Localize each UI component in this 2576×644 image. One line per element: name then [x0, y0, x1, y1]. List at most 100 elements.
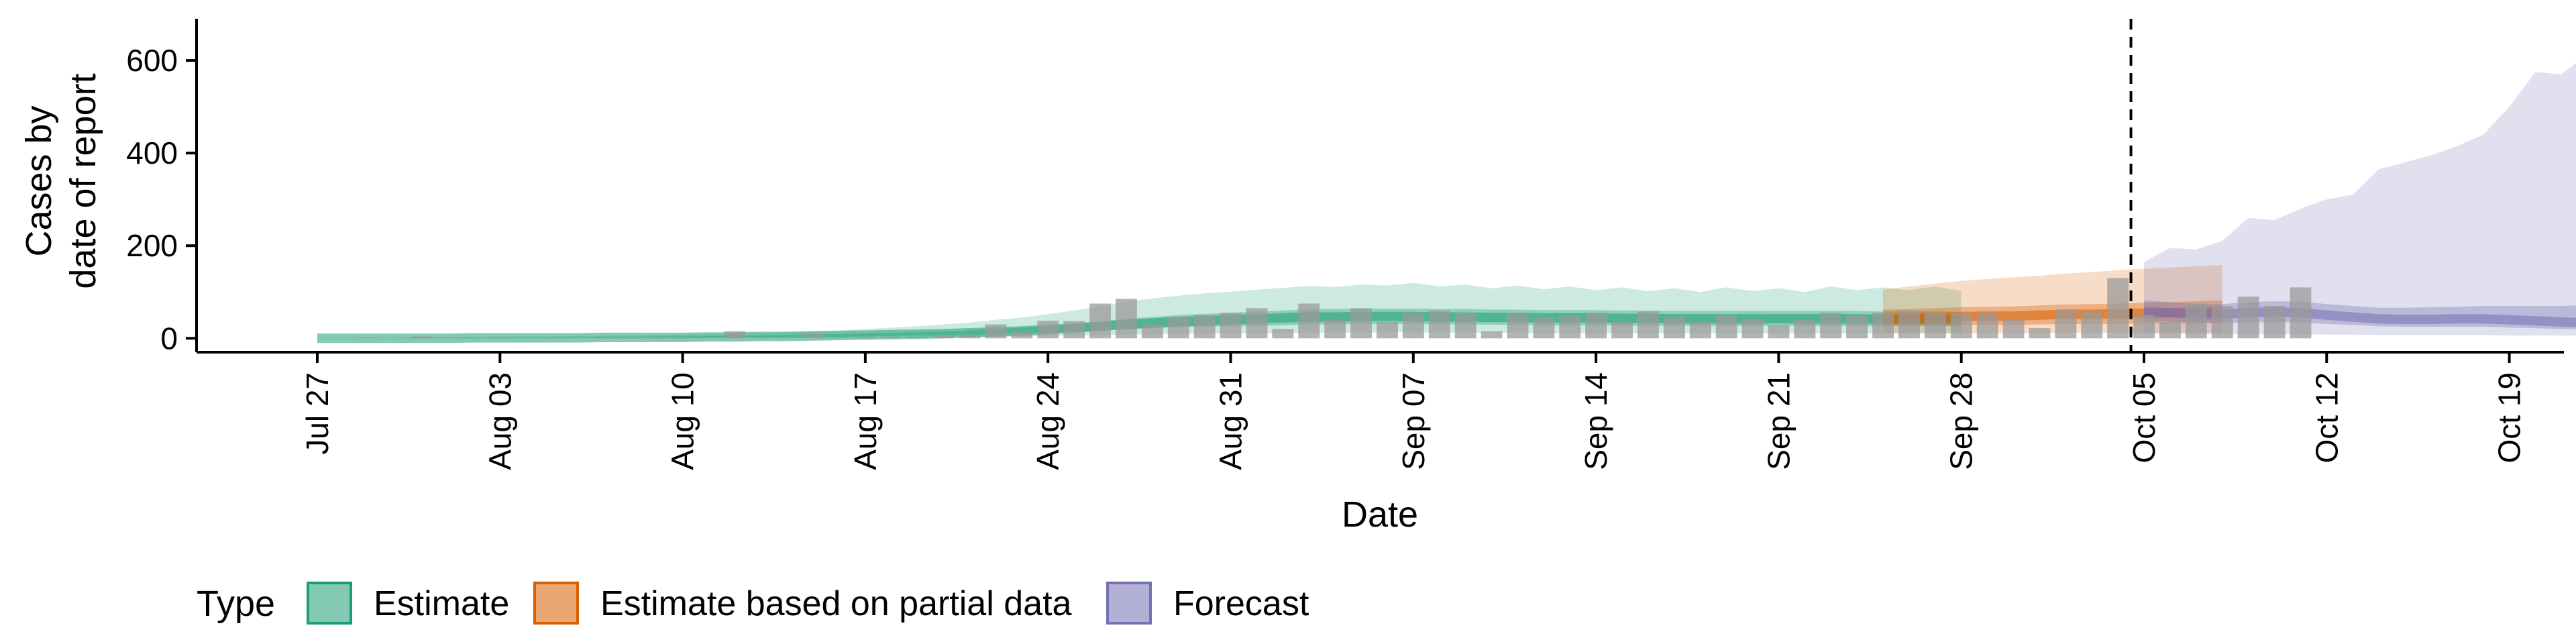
reported-case-bar [1481, 331, 1503, 339]
legend-label-forecast: Forecast [1173, 584, 1309, 623]
reported-case-bar [2159, 322, 2181, 339]
reported-case-bar [2133, 315, 2155, 339]
reported-case-bar [1846, 315, 1868, 339]
reported-case-bar [411, 336, 433, 339]
uncertainty-bands [317, 62, 2576, 343]
reported-case-bar [1220, 313, 1242, 339]
x-tick-label: Jul 27 [300, 372, 335, 455]
reported-case-bar [1585, 313, 1607, 339]
legend: Type Estimate Estimate based on partial … [197, 582, 1309, 625]
reported-case-bar [1507, 313, 1529, 339]
reported-case-bar [1820, 313, 1842, 339]
reported-case-bar [1037, 321, 1059, 339]
legend-title: Type [197, 584, 275, 624]
reported-case-bar [1246, 308, 1268, 339]
y-tick-label: 400 [126, 136, 178, 170]
x-tick-label: Aug 17 [848, 372, 883, 470]
x-tick-label: Sep 07 [1396, 372, 1431, 470]
reported-case-bar [1089, 303, 1111, 339]
reported-case-bar [1950, 313, 1972, 339]
legend-label-estimate: Estimate [374, 584, 509, 623]
reported-case-bar [1794, 319, 1816, 339]
reported-case-bar [1350, 308, 1372, 339]
reported-case-bar [802, 333, 824, 339]
reported-case-bar [619, 337, 641, 339]
reported-case-bar [1715, 315, 1737, 339]
axis-ticks: 0 200 400 600 Jul 27 Aug 03 Aug 10 Aug 17 Aug 24… [126, 43, 2526, 470]
reported-case-bar [1063, 321, 1085, 339]
reported-case-bar [1298, 303, 1320, 339]
legend-swatch-estimate [307, 582, 352, 625]
x-tick-label: Sep 21 [1761, 372, 1796, 470]
reported-case-bar [2081, 311, 2103, 339]
reported-case-bar [1272, 329, 1294, 339]
y-axis-title-line-1: Cases by [19, 105, 59, 256]
x-tick-label: Aug 24 [1030, 372, 1065, 470]
reported-case-bar [358, 337, 380, 339]
reported-case-bar [880, 336, 902, 339]
reported-case-bar [489, 337, 511, 339]
estimate-median-line [317, 311, 1962, 343]
estimate-band-90 [317, 282, 1962, 339]
x-tick-label: Oct 12 [2309, 372, 2344, 464]
reported-case-bar [1193, 315, 1216, 339]
reported-case-bar [1141, 324, 1163, 339]
reported-case-bar [1533, 317, 1555, 339]
reported-case-bar [1377, 322, 1398, 339]
reported-case-bar [1638, 311, 1659, 339]
reported-case-bar [1454, 313, 1477, 339]
reported-case-bar [750, 337, 772, 339]
reported-case-bar [1976, 313, 1998, 339]
reported-case-bar [2055, 309, 2077, 339]
x-tick-label: Oct 05 [2127, 372, 2161, 464]
reported-case-bar [724, 331, 746, 339]
reported-case-bar [698, 337, 720, 339]
x-tick-label: Oct 19 [2492, 372, 2527, 464]
reported-case-bar [1741, 319, 1764, 339]
reported-case-bar [1559, 315, 1581, 339]
reported-case-bars [358, 278, 2312, 339]
reported-case-bar [437, 337, 459, 339]
forecast-band-90 [2144, 62, 2576, 336]
reported-case-bar [2237, 297, 2259, 339]
reported-case-bar [1768, 325, 1790, 339]
reported-case-bar [1898, 310, 1920, 339]
reported-case-bar [672, 337, 694, 339]
reported-case-bar [1611, 322, 1633, 339]
x-tick-label: Aug 10 [665, 372, 700, 470]
x-tick-label: Sep 14 [1578, 372, 1613, 470]
legend-swatch-partial [533, 582, 579, 625]
x-axis-title: Date [1342, 494, 1418, 535]
reported-case-bar [2002, 319, 2025, 339]
reported-case-bar [2029, 328, 2051, 339]
reported-case-bar [1689, 322, 1711, 339]
reported-case-bar [1011, 331, 1033, 339]
reported-case-bar [1663, 317, 1685, 339]
reported-case-bar [2185, 303, 2207, 339]
reported-case-bar [855, 337, 876, 339]
legend-label-partial: Estimate based on partial data [600, 584, 1072, 623]
y-tick-label: 0 [160, 321, 178, 356]
reported-case-bar [776, 337, 798, 339]
y-tick-label: 600 [126, 43, 178, 78]
reported-case-bar [2263, 306, 2286, 339]
reported-case-bar [1402, 313, 1424, 339]
reported-case-bar [594, 337, 615, 339]
x-tick-label: Aug 31 [1214, 372, 1248, 470]
reported-case-bar [985, 324, 1007, 339]
axes [195, 19, 2564, 354]
reported-case-bar [1167, 317, 1189, 339]
reported-case-bar [1324, 319, 1346, 339]
x-tick-label: Sep 28 [1944, 372, 1979, 470]
reported-case-bar [1924, 313, 1946, 339]
reported-case-bar [2107, 278, 2129, 339]
reported-case-bar [906, 337, 928, 339]
reported-case-bar [828, 337, 850, 339]
y-axis-title-line-2: date of report [63, 73, 103, 288]
reported-case-bar [1428, 310, 1450, 339]
y-tick-label: 200 [126, 228, 178, 263]
legend-swatch-forecast [1106, 582, 1152, 625]
reported-case-bar [1872, 313, 1894, 339]
reported-case-bar [2290, 287, 2312, 339]
